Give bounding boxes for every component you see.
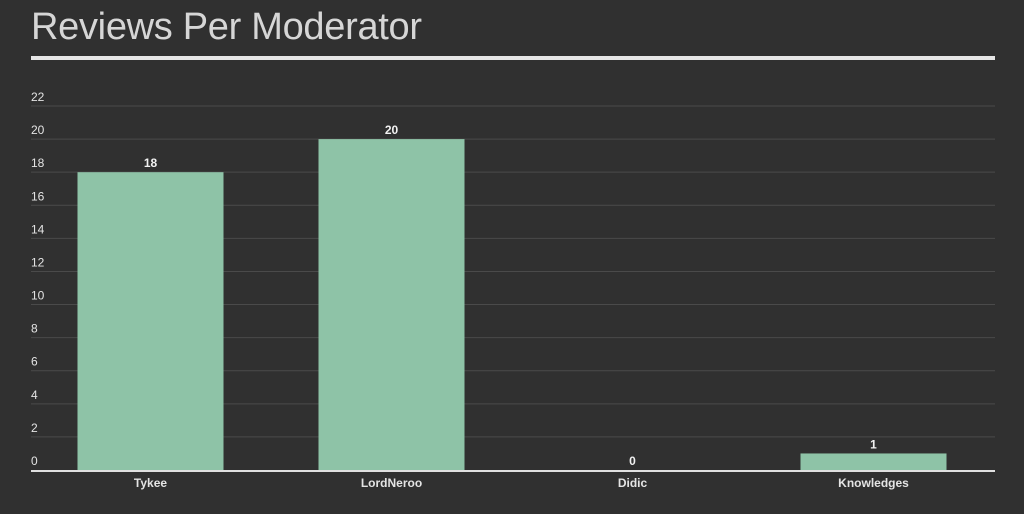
x-tick-label: LordNeroo xyxy=(361,476,422,490)
bar-value-label: 20 xyxy=(385,123,399,137)
x-tick-label: Tykee xyxy=(134,476,167,490)
chart-title: Reviews Per Moderator xyxy=(31,6,422,48)
bar xyxy=(318,139,465,470)
bar xyxy=(77,172,224,470)
y-tick-label: 0 xyxy=(31,454,38,468)
x-tick-label: Knowledges xyxy=(838,476,909,490)
y-tick-label: 18 xyxy=(31,156,45,170)
y-tick-label: 4 xyxy=(31,388,38,402)
y-tick-label: 22 xyxy=(31,90,45,104)
y-axis-ticks: 0 2 4 6 8 10 12 14 16 18 20 22 xyxy=(31,90,45,468)
bar-value-label: 0 xyxy=(629,454,636,468)
y-tick-label: 14 xyxy=(31,222,45,236)
y-tick-label: 10 xyxy=(31,289,45,303)
y-tick-label: 16 xyxy=(31,189,45,203)
bar-value-label: 1 xyxy=(870,437,877,451)
y-tick-label: 8 xyxy=(31,322,38,336)
y-tick-label: 2 xyxy=(31,421,38,435)
title-divider xyxy=(31,56,995,60)
x-tick-label: Didic xyxy=(618,476,648,490)
y-tick-label: 12 xyxy=(31,255,45,269)
x-axis-ticks: Tykee LordNeroo Didic Knowledges xyxy=(134,476,909,490)
data-labels: 18 20 0 1 xyxy=(144,123,877,468)
y-tick-label: 20 xyxy=(31,123,45,137)
bar xyxy=(800,453,947,470)
bar-value-label: 18 xyxy=(144,156,158,170)
y-tick-label: 6 xyxy=(31,355,38,369)
bars xyxy=(77,139,947,470)
